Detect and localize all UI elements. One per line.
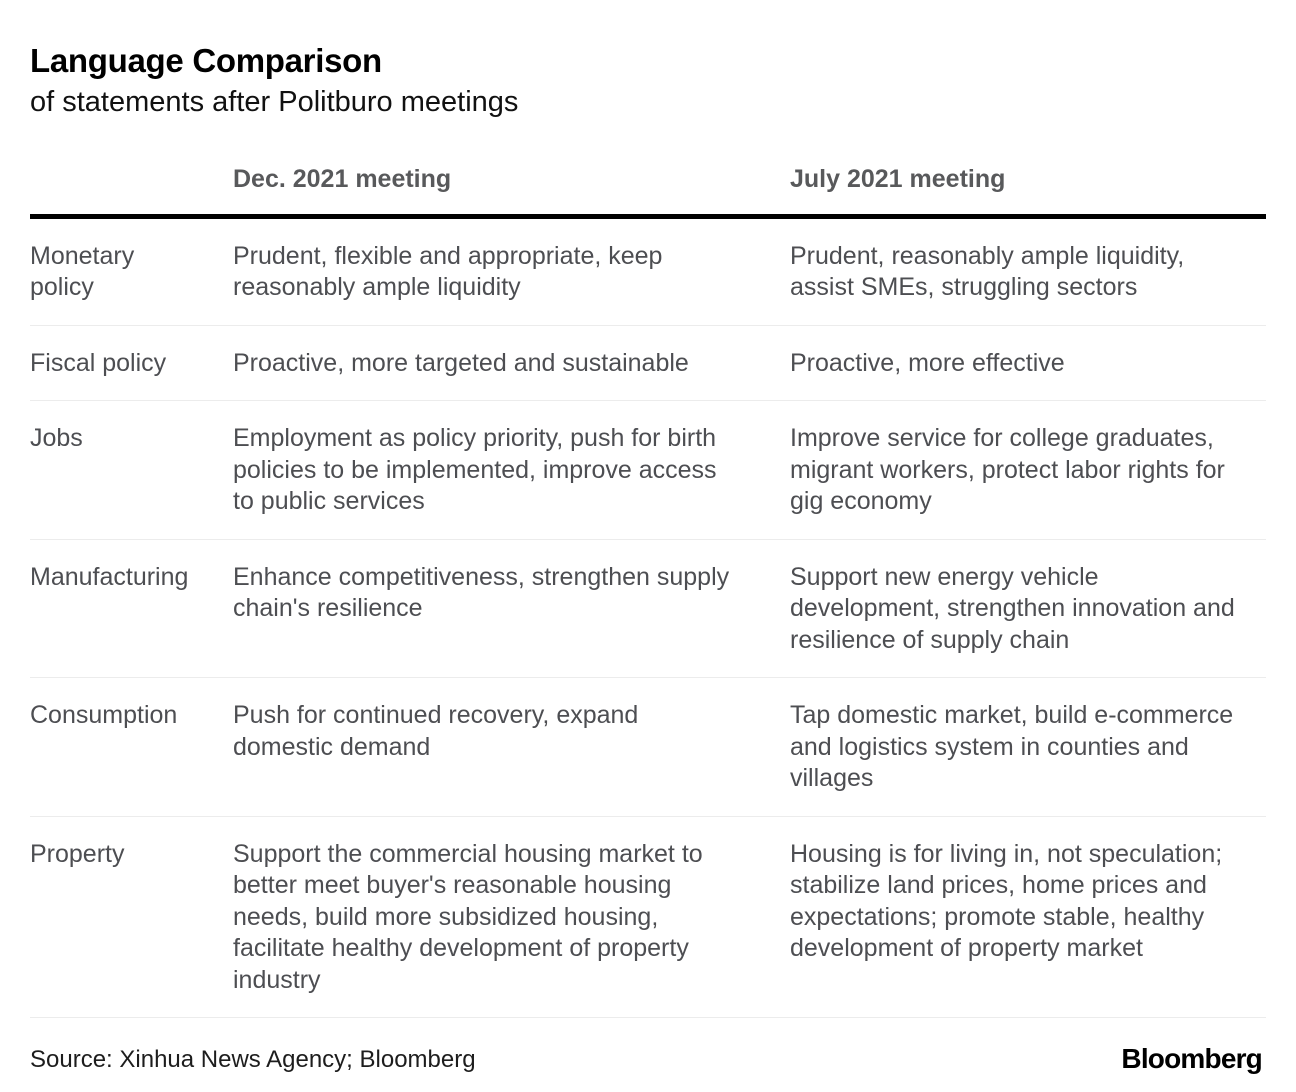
column-header-category	[30, 164, 233, 194]
table-row-monetary-policy: Monetary policy Prudent, flexible and ap…	[30, 219, 1266, 326]
row-category: Jobs	[30, 424, 83, 453]
row-category: Fiscal policy	[30, 348, 167, 377]
row-july-cell: Prudent, reasonably ample liquidity, ass…	[790, 241, 1185, 302]
row-july-cell: Housing is for living in, not speculatio…	[790, 839, 1223, 963]
table-row-jobs: Jobs Employment as policy priority, push…	[30, 401, 1266, 540]
row-dec-cell: Enhance competitiveness, strengthen supp…	[233, 562, 730, 623]
row-dec-cell: Employment as policy priority, push for …	[233, 424, 717, 516]
row-july-cell: Support new energy vehicle development, …	[790, 562, 1235, 654]
chart-subtitle: of statements after Politburo meetings	[30, 85, 519, 118]
column-header-dec-2021: Dec. 2021 meeting	[233, 164, 452, 193]
column-header-july-2021: July 2021 meeting	[790, 164, 1006, 193]
table-row-property: Property Support the commercial housing …	[30, 817, 1266, 1019]
source-note: Source: Xinhua News Agency; Bloomberg	[30, 1046, 476, 1074]
comparison-table: Dec. 2021 meeting July 2021 meeting Mone…	[30, 164, 1266, 1019]
row-july-cell: Improve service for college graduates, m…	[790, 424, 1225, 516]
row-july-cell: Proactive, more effective	[790, 348, 1065, 377]
row-dec-cell: Push for continued recovery, expand dome…	[233, 701, 639, 761]
table-row-consumption: Consumption Push for continued recovery,…	[30, 678, 1266, 817]
row-dec-cell: Support the commercial housing market to…	[233, 839, 703, 994]
table-row-manufacturing: Manufacturing Enhance competitiveness, s…	[30, 540, 1266, 679]
row-category: Property	[30, 839, 125, 868]
table-header-row: Dec. 2021 meeting July 2021 meeting	[30, 164, 1266, 219]
table-row-fiscal-policy: Fiscal policy Proactive, more targeted a…	[30, 326, 1266, 402]
chart-footer: Source: Xinhua News Agency; Bloomberg Bl…	[30, 1043, 1266, 1075]
chart-title: Language Comparison	[30, 42, 382, 79]
row-dec-cell: Prudent, flexible and appropriate, keep …	[233, 241, 663, 302]
row-dec-cell: Proactive, more targeted and sustainable	[233, 348, 689, 377]
row-category: Manufacturing	[30, 562, 189, 591]
row-category: Monetary policy	[30, 241, 135, 302]
row-july-cell: Tap domestic market, build e-commerce an…	[790, 701, 1234, 793]
row-category: Consumption	[30, 701, 178, 730]
bloomberg-logo: Bloomberg	[1121, 1043, 1262, 1075]
